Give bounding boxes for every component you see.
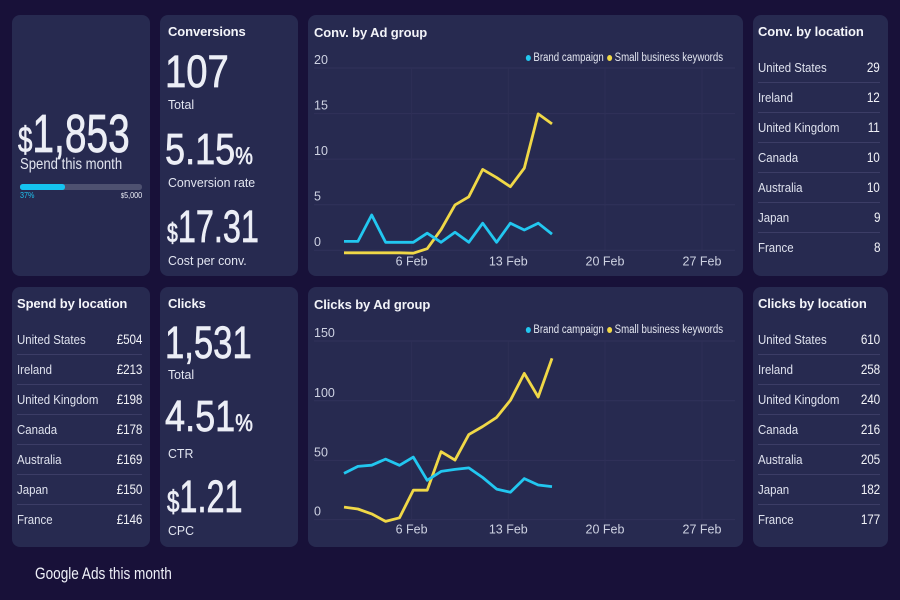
svg-text:6 Feb: 6 Feb — [396, 523, 428, 537]
svg-text:13 Feb: 13 Feb — [489, 255, 528, 269]
svg-text:20: 20 — [314, 53, 328, 67]
svg-text:20 Feb: 20 Feb — [586, 255, 625, 269]
svg-text:15: 15 — [314, 99, 328, 113]
svg-text:0: 0 — [314, 235, 321, 249]
svg-text:6 Feb: 6 Feb — [396, 255, 428, 269]
svg-text:150: 150 — [314, 326, 335, 340]
svg-text:27 Feb: 27 Feb — [683, 523, 722, 537]
svg-text:5: 5 — [314, 190, 321, 204]
svg-text:0: 0 — [314, 505, 321, 519]
svg-text:10: 10 — [314, 144, 328, 158]
svg-text:100: 100 — [314, 386, 335, 400]
svg-text:13 Feb: 13 Feb — [489, 523, 528, 537]
svg-text:27 Feb: 27 Feb — [683, 255, 722, 269]
svg-text:50: 50 — [314, 445, 328, 459]
svg-text:20 Feb: 20 Feb — [586, 523, 625, 537]
